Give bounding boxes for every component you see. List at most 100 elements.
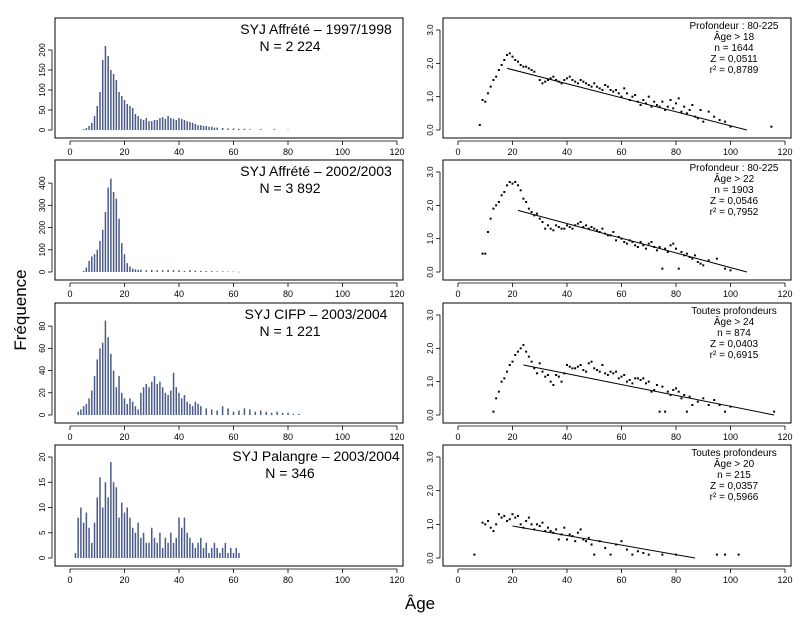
bar [205, 542, 207, 558]
bar [159, 532, 161, 558]
bar [129, 266, 131, 272]
bar [164, 392, 167, 415]
scatter-point [500, 516, 503, 519]
scatter-point [612, 90, 615, 93]
panel-4-y-tick-label: 80 [38, 321, 47, 330]
scatter-point [661, 553, 664, 556]
bar [208, 552, 210, 558]
bar [178, 118, 180, 130]
bar [221, 271, 224, 272]
bar [88, 398, 90, 415]
bar [93, 116, 96, 130]
bar [183, 517, 186, 558]
bar [99, 477, 101, 558]
scatter-point [664, 109, 667, 111]
panel-0-y-tick-label: 50 [38, 105, 47, 114]
bar [161, 117, 164, 130]
panel-subtitle: N = 2 224 [259, 38, 320, 54]
scatter-point [724, 267, 727, 270]
scatter-point [585, 370, 588, 373]
bar [153, 120, 156, 130]
scatter-point [623, 241, 626, 243]
scatter-point [500, 64, 503, 66]
scatter-point [669, 99, 672, 101]
panel-0-y-tick-label: 150 [38, 63, 47, 77]
bar [161, 387, 164, 415]
scatter-point [696, 400, 699, 403]
bar [88, 260, 90, 272]
panel-1-y-tick-label: 2.0 [426, 57, 435, 69]
panel-3-x-tick-label: 40 [562, 289, 572, 299]
bar [235, 547, 237, 558]
scatter-point [492, 207, 495, 210]
panel-6-y-tick-label: 10 [38, 503, 47, 512]
panel-2-x-tick-label: 0 [67, 289, 72, 299]
scatter-point [707, 110, 710, 113]
scatter-point [713, 115, 716, 118]
scatter-point [522, 65, 525, 68]
bar [175, 387, 178, 415]
panel-annotation-line: Toutes profondeurs [691, 448, 777, 459]
panel-2-frame [54, 159, 404, 281]
scatter-point [625, 242, 628, 245]
bar [93, 522, 96, 558]
panel-annotation-line: n = 1644 [714, 43, 754, 54]
bar [137, 116, 139, 130]
panel-1-x-tick-label: 80 [671, 147, 681, 157]
scatter-point [566, 538, 568, 541]
panel-annotation-line: r² = 0,5966 [710, 492, 759, 503]
panel-4-x-tick-label: 60 [228, 432, 238, 442]
bar [123, 512, 126, 558]
scatter-point [574, 540, 577, 543]
panel-2-y-tick-label: 0 [38, 269, 47, 274]
bar [101, 229, 104, 272]
scatter-point [590, 85, 593, 88]
bar [172, 118, 175, 130]
scatter-point [492, 530, 495, 533]
panel-6-x-tick-label: 120 [389, 575, 404, 585]
bar [115, 198, 118, 272]
panel-1-y-tick-label: 3.0 [426, 24, 435, 36]
scatter-point [536, 523, 539, 526]
bar [134, 269, 137, 272]
bar [164, 537, 167, 558]
bar [180, 527, 183, 558]
bar [123, 398, 126, 415]
scatter-point [525, 350, 528, 353]
bar [101, 507, 104, 558]
scatter-point [489, 217, 492, 220]
bar [110, 70, 112, 130]
scatter-point [579, 364, 582, 366]
bar [238, 410, 240, 415]
scatter-point [495, 204, 498, 207]
bar [123, 100, 126, 130]
scatter-point [661, 385, 664, 388]
bar [221, 406, 224, 415]
scatter-point [617, 377, 620, 380]
bar [91, 390, 93, 415]
bar [134, 114, 137, 130]
scatter-point [546, 224, 549, 227]
scatter-point [495, 397, 498, 400]
panel-6-y-tick-label: 20 [38, 452, 47, 461]
bar [200, 406, 202, 415]
bar [178, 392, 180, 415]
scatter-point [604, 84, 607, 86]
panel-annotation-line: n = 1903 [714, 185, 754, 196]
scatter-point [634, 94, 637, 96]
scatter-point [680, 110, 683, 113]
scatter-point [522, 344, 525, 346]
scatter-point [677, 97, 680, 100]
bar [194, 270, 197, 272]
panel-1-x-tick-label: 100 [723, 147, 738, 157]
bar [126, 104, 128, 130]
bar [137, 409, 139, 415]
scatter-point [500, 194, 503, 197]
scatter-point [582, 80, 585, 83]
scatter-point [718, 404, 721, 406]
scatter-point [519, 347, 522, 350]
scatter-point [508, 518, 511, 521]
bar [219, 552, 221, 558]
scatter-point [770, 125, 773, 128]
